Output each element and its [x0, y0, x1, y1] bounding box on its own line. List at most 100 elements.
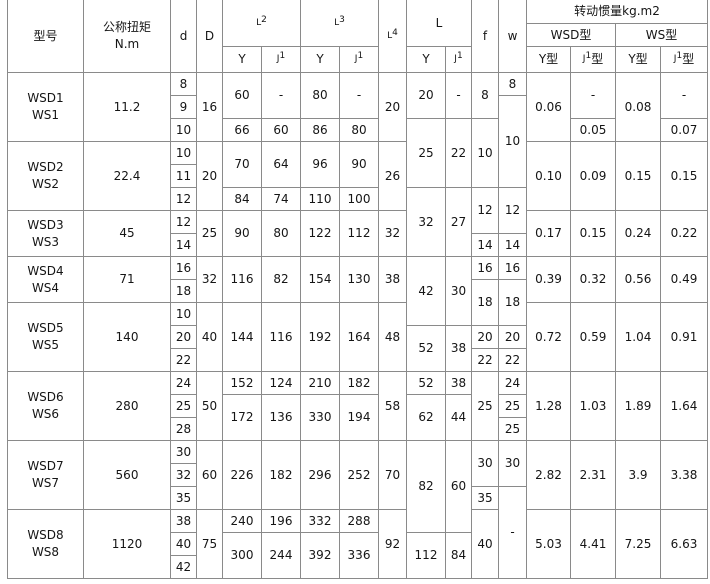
l2-j1-cell: 82	[262, 257, 301, 303]
torque-value: 22.4	[113, 168, 141, 183]
d-cell: 18	[171, 280, 197, 303]
w-cell: 12	[499, 188, 527, 234]
inertia-wsd-Y-cell: 2.82	[527, 441, 571, 510]
f-cell: 35	[472, 487, 499, 510]
inertia-ws-J1-cell: 3.38	[661, 441, 708, 510]
inertia-ws-J1-cell: 0.91	[661, 303, 708, 372]
inertia-value: 1.03	[579, 398, 607, 413]
L4-value: 26	[384, 168, 401, 183]
L-Y-cell: 112	[407, 533, 446, 579]
inertia-value: 0.15	[624, 168, 652, 183]
l2-j1-cell: 244	[262, 533, 301, 579]
d-value: 28	[175, 421, 192, 436]
l2-y-cell: 60	[223, 73, 262, 119]
value: 226	[230, 467, 254, 482]
inertia-value: 1.64	[670, 398, 698, 413]
l2-j1-cell: 136	[262, 395, 301, 441]
f-cell: 40	[472, 510, 499, 579]
l3-j1-cell: 288	[340, 510, 379, 533]
model-name: WS6	[31, 407, 60, 421]
l3-j1-cell: 100	[340, 188, 379, 211]
D-cell: 60	[197, 441, 223, 510]
torque-value: 71	[119, 272, 135, 286]
header-w: w	[499, 0, 527, 73]
l2-y-cell: 84	[223, 188, 262, 211]
header-Y-label: Y	[316, 52, 324, 66]
l2-y-cell: 240	[223, 510, 262, 533]
d-value: 42	[175, 559, 192, 574]
d-value: 9	[179, 99, 188, 114]
f-cell: 12	[472, 188, 499, 234]
w-value: 24	[504, 375, 521, 390]
l2-y-cell: 152	[223, 372, 262, 395]
value: 144	[230, 329, 254, 344]
L-J1-value: 38	[450, 375, 467, 390]
inertia-value: 0.22	[670, 226, 698, 240]
L-Y-value: 52	[418, 341, 434, 355]
l2-j1-cell: 74	[262, 188, 301, 211]
model-name: WS2	[31, 177, 60, 191]
w-cell: 14	[499, 234, 527, 257]
L-J1-value: 60	[450, 479, 467, 493]
w-cell: 10	[499, 96, 527, 188]
L-Y-value: 20	[418, 88, 434, 102]
L4-value: 20	[384, 99, 401, 114]
L-J1-cell: 27	[446, 188, 472, 257]
inertia-value: 1.28	[535, 398, 562, 413]
inertia-ws-Y-cell: 0.15	[616, 142, 661, 211]
header-J1-sup: 1	[456, 51, 463, 61]
l3-j1-cell: 130	[340, 257, 379, 303]
L4-cell: 26	[379, 142, 407, 211]
header-Y-type: Y型	[616, 47, 661, 73]
l3-j1-cell: 194	[340, 395, 379, 441]
value: 112	[347, 226, 371, 240]
header-J1-sup: 1	[279, 51, 286, 61]
w-value: 12	[504, 203, 521, 217]
model-name: WS4	[31, 280, 60, 295]
D-value: 40	[201, 329, 218, 344]
value: 164	[347, 329, 371, 344]
inertia-ws-Y-cell: 7.25	[616, 510, 661, 579]
value: 172	[230, 410, 254, 424]
L4-cell: 70	[379, 441, 407, 510]
l2-y-cell: 116	[223, 257, 262, 303]
torque-value: 280	[115, 398, 139, 413]
w-cell: 8	[499, 73, 527, 96]
value: 332	[308, 513, 332, 528]
inertia-value: 3.38	[670, 467, 698, 482]
value: 136	[269, 410, 293, 424]
value: 60	[234, 88, 250, 102]
header-f: f	[472, 0, 499, 73]
value: 96	[312, 157, 328, 171]
inertia-value: 0.49	[670, 272, 698, 286]
d-value: 18	[175, 283, 192, 298]
D-cell: 40	[197, 303, 223, 372]
value: 240	[230, 513, 254, 528]
f-cell: 22	[472, 349, 499, 372]
torque-cell: 11.2	[84, 73, 171, 142]
d-value: 20	[175, 329, 192, 344]
l3-j1-cell: 252	[340, 441, 379, 510]
inertia-value: -	[681, 88, 687, 102]
header-d: d	[171, 0, 197, 73]
header-L4-sup: 4	[392, 27, 398, 38]
w-value: 16	[504, 260, 521, 275]
L-Y-value: 112	[414, 548, 438, 562]
inertia-wsd-J1-cell: 1.03	[571, 372, 616, 441]
inertia-value: 0.08	[624, 99, 652, 114]
header-L3-base: L	[334, 17, 340, 28]
header-Y: Y	[223, 47, 262, 73]
d-cell: 20	[171, 326, 197, 349]
header-model-label: 型号	[33, 28, 58, 43]
value: 74	[273, 191, 289, 206]
inertia-value: -	[590, 88, 596, 102]
l3-j1-cell: 112	[340, 211, 379, 257]
value: -	[356, 88, 362, 102]
value: 288	[347, 513, 371, 528]
inertia-wsd-J1-cell: 0.15	[571, 211, 616, 257]
w-cell: 22	[499, 349, 527, 372]
inertia-value: 6.63	[670, 536, 698, 551]
